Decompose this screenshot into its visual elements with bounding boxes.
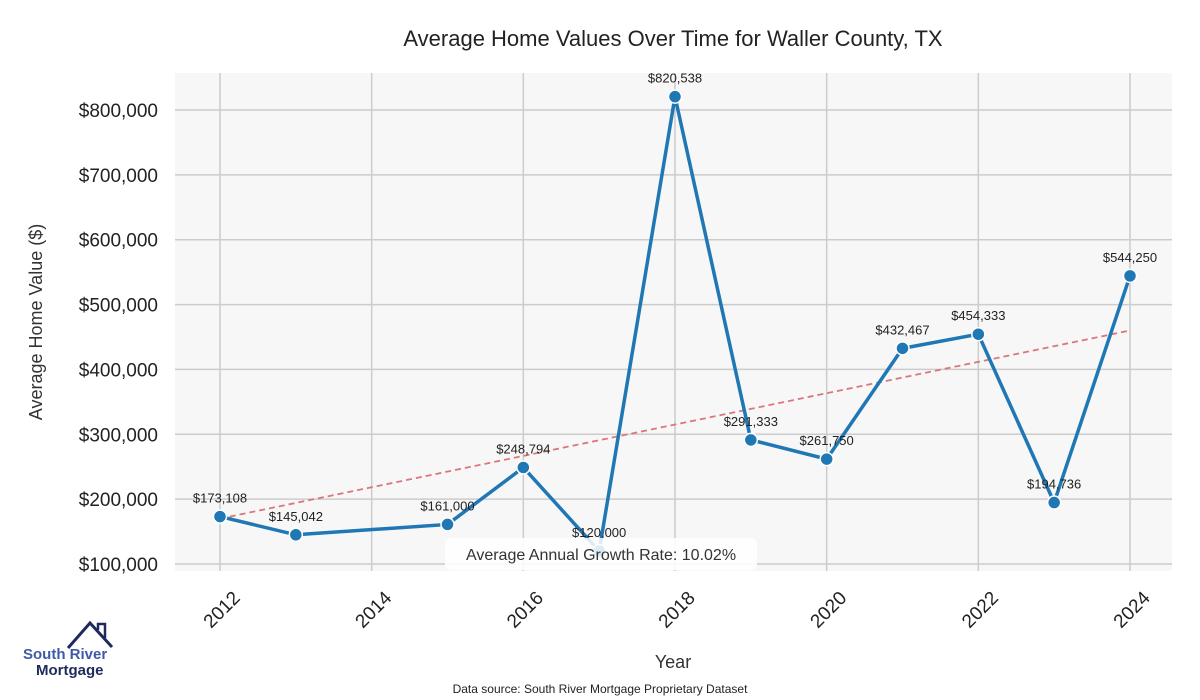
data-label: $454,333 <box>951 308 1005 323</box>
y-tick-label: $600,000 <box>79 231 158 252</box>
logo-line1: South River <box>23 646 108 663</box>
data-label: $291,333 <box>724 414 778 429</box>
south-river-mortgage-logo: South River Mortgage <box>20 620 120 680</box>
data-label: $161,000 <box>420 498 474 513</box>
data-label: $248,794 <box>496 441 550 456</box>
x-tick-label: 2018 <box>655 588 700 633</box>
y-tick-label: $500,000 <box>79 296 158 317</box>
data-point <box>1046 495 1062 510</box>
y-tick-label: $400,000 <box>79 360 158 381</box>
data-point <box>440 517 455 532</box>
logo-line2: Mortgage <box>36 662 104 679</box>
y-tick-label: $100,000 <box>79 555 158 576</box>
x-axis-label: Year <box>655 652 691 672</box>
y-tick-label: $300,000 <box>79 425 158 446</box>
x-tick-label: 2014 <box>352 587 397 632</box>
data-label: $194,736 <box>1027 477 1081 492</box>
data-point <box>1122 268 1138 284</box>
data-point <box>895 341 910 356</box>
data-point <box>743 432 759 448</box>
trend-line <box>219 329 1131 520</box>
house-roof-icon <box>66 620 114 649</box>
data-label: $432,467 <box>875 322 929 337</box>
data-label: $820,538 <box>648 71 702 86</box>
x-tick-label: 2020 <box>807 588 852 633</box>
data-point <box>819 451 834 467</box>
x-tick-label: 2024 <box>1110 587 1155 632</box>
y-axis-label: Average Home Value ($) <box>26 224 46 420</box>
data-label: $544,250 <box>1103 250 1157 265</box>
annotation-text: Average Annual Growth Rate: 10.02% <box>466 547 736 564</box>
data-point <box>971 326 986 342</box>
series-line <box>219 96 1132 555</box>
data-source: Data source: South River Mortgage Propri… <box>453 682 748 696</box>
data-point <box>667 89 683 104</box>
data-label: $173,108 <box>193 491 247 506</box>
data-point <box>516 460 531 475</box>
growth-rate-annotation: Average Annual Growth Rate: 10.02% <box>445 538 757 570</box>
data-point <box>288 527 304 543</box>
data-label: $120,000 <box>572 525 626 540</box>
x-tick-label: 2012 <box>200 588 245 633</box>
x-tick-label: 2022 <box>958 588 1003 633</box>
data-label: $261,750 <box>800 433 854 448</box>
y-tick-label: $200,000 <box>79 490 158 511</box>
plot-area <box>175 73 1172 571</box>
x-tick-label: 2016 <box>503 588 548 633</box>
data-label: $145,042 <box>269 509 323 524</box>
y-tick-label: $700,000 <box>79 166 158 187</box>
y-tick-label: $800,000 <box>79 101 158 122</box>
chart-title: Average Home Values Over Time for Waller… <box>403 26 943 51</box>
data-point <box>212 509 228 524</box>
